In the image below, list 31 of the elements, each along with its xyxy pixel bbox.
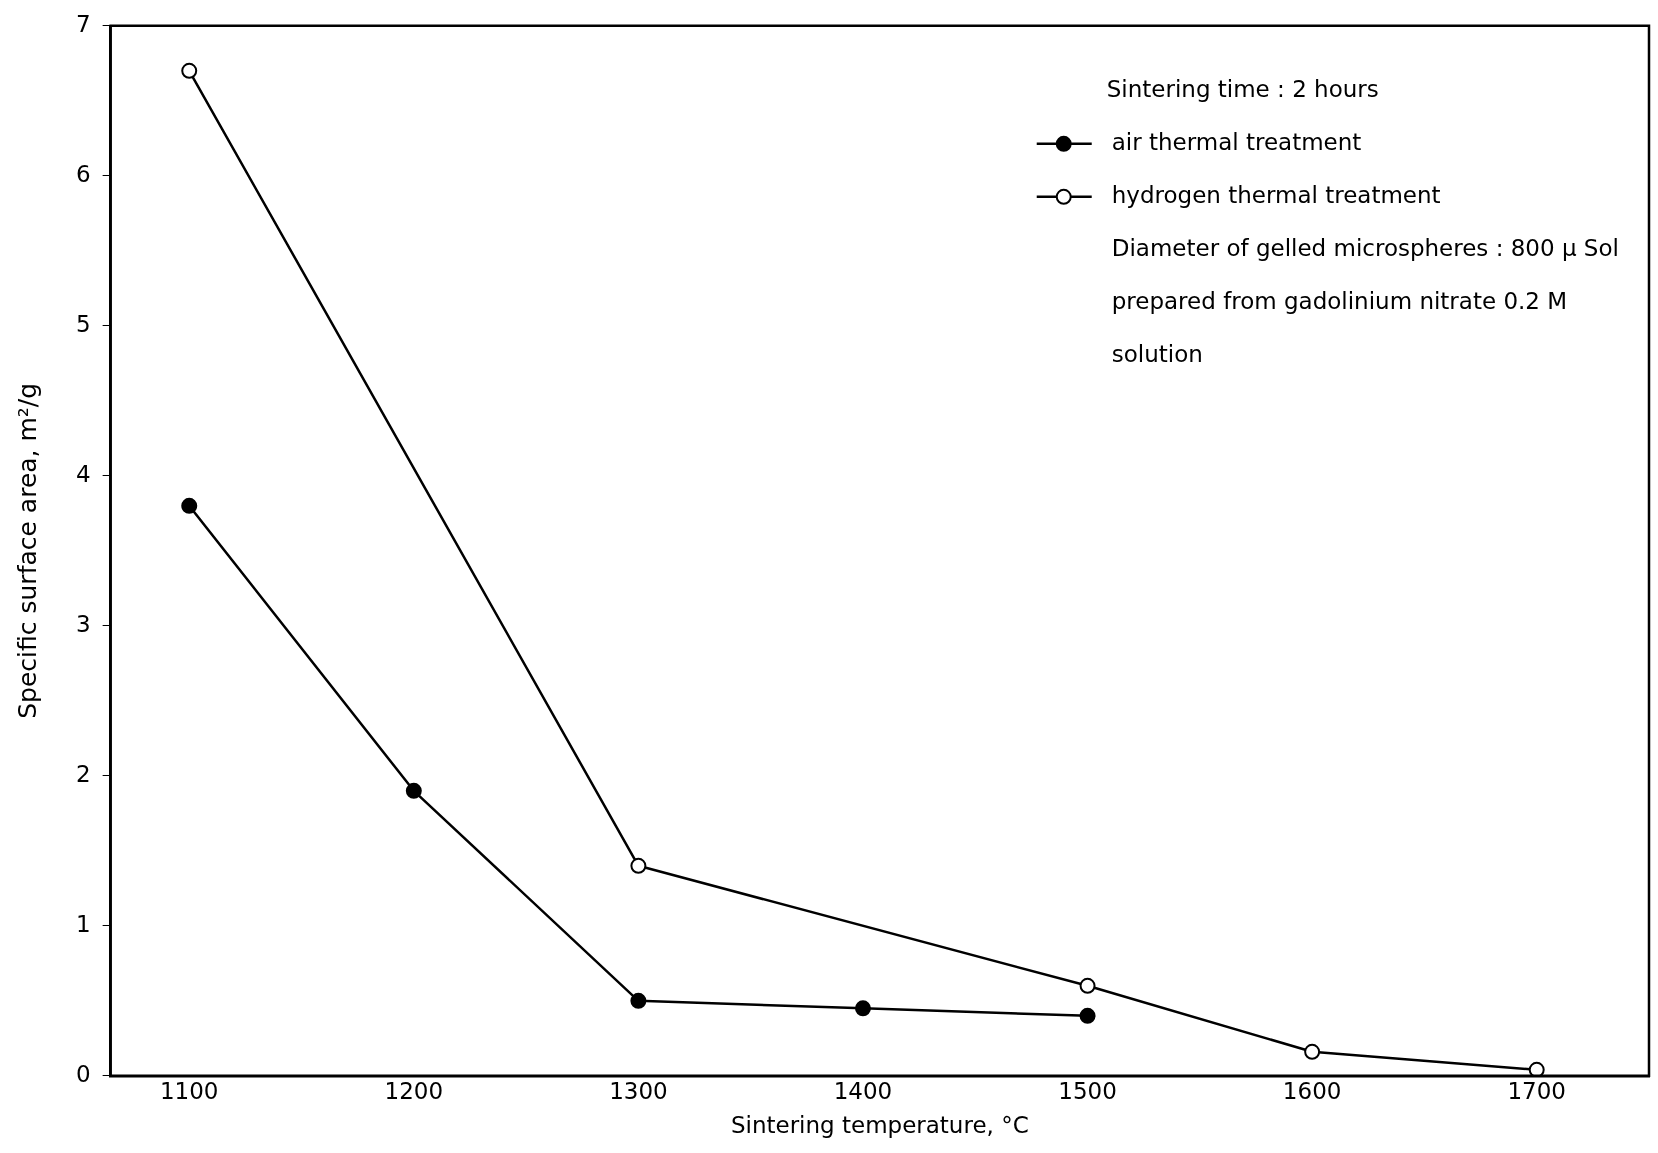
- point: [181, 497, 198, 514]
- point: [630, 857, 647, 874]
- point: [1079, 977, 1096, 994]
- point: [1079, 1007, 1096, 1024]
- x-tick-label: 1100: [159, 1077, 219, 1104]
- x-tick-label: 1700: [1507, 1077, 1566, 1104]
- y-tick-label: 3: [75, 610, 91, 637]
- point: [854, 1000, 871, 1017]
- x-tick-label: 1300: [609, 1077, 668, 1104]
- y-tick-label: 0: [75, 1060, 91, 1087]
- point: [1304, 1043, 1321, 1060]
- point: [405, 782, 422, 799]
- annotation: Sintering time : 2 hours: [1106, 75, 1379, 102]
- y-tick-label: 4: [75, 460, 91, 487]
- annotation: Diameter of gelled microspheres : 800 μ Sol prepared from gadolinium nitrate 0.2 M solution: [1111, 234, 1619, 367]
- x-axis-title: Sintering temperature, °C: [730, 1112, 1029, 1139]
- point: [1528, 1061, 1545, 1076]
- x-tick-label: 1400: [833, 1077, 893, 1104]
- y-axis-title: Specific surface area, m²/g: [12, 382, 42, 719]
- point: [181, 62, 198, 79]
- y-tick-label: 1: [75, 910, 91, 937]
- legend-label: air thermal treatment: [1111, 128, 1362, 155]
- y-tick-label: 2: [75, 760, 91, 787]
- x-tick-label: 1200: [384, 1077, 444, 1104]
- y-tick-label: 7: [75, 10, 91, 37]
- x-tick-label: 1600: [1282, 1077, 1342, 1104]
- y-tick-label: 5: [75, 310, 91, 337]
- x-tick-label: 1500: [1058, 1077, 1117, 1104]
- y-tick-label: 6: [75, 160, 91, 187]
- point: [630, 992, 647, 1009]
- legend-label: hydrogen thermal treatment: [1111, 181, 1441, 208]
